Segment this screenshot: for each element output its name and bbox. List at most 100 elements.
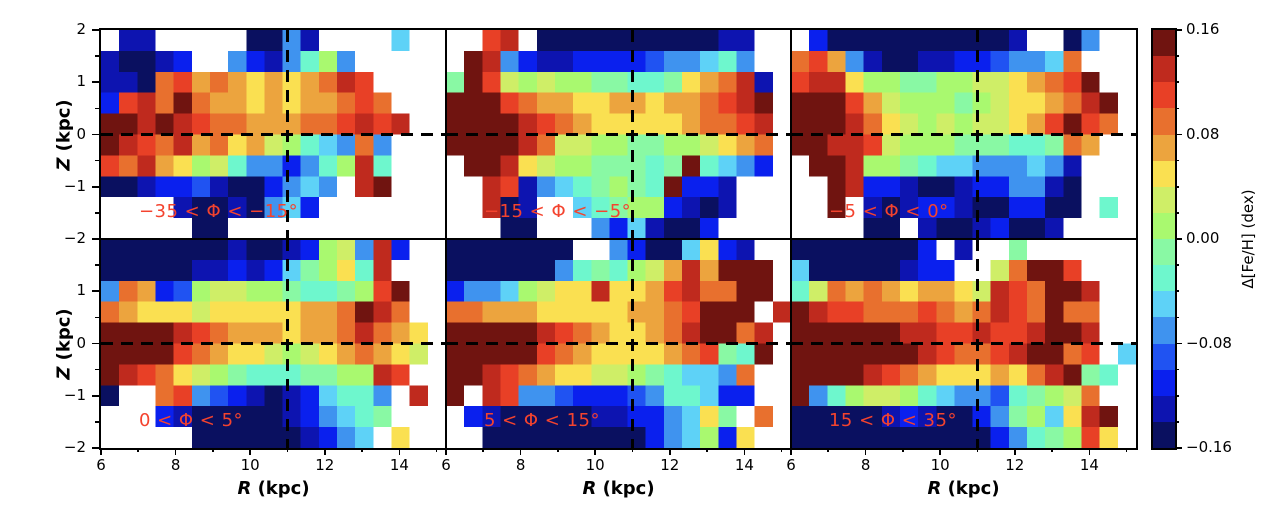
x-tick-label: 10	[930, 456, 950, 474]
colorbar-band	[1153, 239, 1175, 266]
panel-phi-label: −35 < Φ < −15°	[138, 201, 299, 222]
reference-line-horizontal	[791, 132, 1136, 137]
x-tick-label: 6	[441, 456, 451, 474]
y-tick-minor	[95, 264, 99, 266]
panel-phi-label: 15 < Φ < 35°	[828, 410, 957, 431]
colorbar-tick-minor	[1175, 421, 1179, 423]
x-tick-label: 10	[240, 456, 260, 474]
x-tick-minor	[212, 448, 214, 452]
colorbar-tick-minor	[1175, 290, 1179, 293]
x-tick-label: 6	[786, 456, 796, 474]
panel-phi-label: −5 < Φ < 0°	[828, 201, 949, 222]
x-tick-major	[174, 448, 177, 455]
colorbar-tick-major	[1175, 133, 1182, 136]
x-tick-label: 10	[585, 456, 605, 474]
colorbar-band	[1153, 30, 1175, 57]
reference-line-horizontal	[446, 341, 791, 346]
y-tick-label: −2	[63, 438, 86, 456]
y-tick-minor	[95, 159, 99, 162]
x-tick-minor	[706, 448, 708, 452]
x-tick-label: 12	[1005, 456, 1025, 474]
x-tick-minor	[557, 448, 559, 452]
y-axis-title-symbol: Z	[53, 157, 75, 171]
y-tick-minor	[95, 421, 99, 423]
x-tick-minor	[482, 448, 485, 452]
x-axis-title-symbol: R	[927, 478, 942, 499]
colorbar-tick-minor	[1175, 316, 1179, 319]
x-tick-label: 8	[860, 456, 871, 474]
colorbar-tick-minor	[1175, 394, 1179, 397]
colorbar-band	[1153, 317, 1175, 344]
colorbar-tick-major	[1175, 447, 1182, 449]
colorbar-band	[1153, 421, 1175, 448]
x-tick-major	[1088, 448, 1091, 455]
y-tick-major	[92, 447, 99, 449]
y-tick-label: −2	[63, 229, 86, 247]
colorbar-tick-minor	[1175, 212, 1179, 214]
x-axis-title: R (kpc)	[237, 478, 310, 499]
y-tick-label: −1	[63, 385, 86, 404]
y-tick-major	[92, 342, 99, 345]
y-tick-label: 1	[76, 281, 86, 300]
reference-line-horizontal	[446, 132, 791, 137]
y-tick-major	[92, 238, 99, 240]
y-tick-minor	[95, 212, 99, 214]
colorbar-tick-label: 0.16	[1186, 20, 1220, 38]
colorbar-band	[1153, 56, 1175, 83]
y-axis-title: Z (kpc)	[53, 307, 75, 380]
x-tick-label: 14	[1079, 456, 1099, 474]
colorbar	[1153, 30, 1175, 448]
panel-phi-label: 0 < Φ < 5°	[138, 410, 244, 431]
x-tick-minor	[902, 448, 904, 452]
colorbar-band	[1153, 265, 1175, 292]
colorbar-tick-minor	[1175, 81, 1179, 84]
x-tick-major	[1013, 448, 1016, 455]
x-tick-minor	[827, 448, 830, 452]
x-axis-title-symbol: R	[582, 478, 597, 499]
colorbar-tick-minor	[1175, 185, 1179, 188]
y-tick-minor	[95, 368, 99, 371]
x-tick-minor	[1051, 448, 1053, 452]
y-tick-major	[92, 290, 99, 293]
x-tick-major	[519, 448, 522, 455]
x-tick-major	[594, 448, 596, 455]
x-tick-major	[100, 448, 102, 455]
x-tick-major	[445, 448, 447, 455]
colorbar-band	[1153, 160, 1175, 187]
x-tick-minor	[286, 448, 289, 452]
colorbar-title: Δ[Fe/H] (dex)	[1239, 189, 1257, 289]
y-tick-major	[92, 29, 99, 31]
x-tick-major	[323, 448, 326, 455]
x-tick-major	[249, 448, 251, 455]
y-tick-minor	[95, 316, 99, 319]
x-tick-major	[398, 448, 401, 455]
colorbar-tick-minor	[1175, 368, 1179, 371]
x-tick-label: 12	[315, 456, 335, 474]
colorbar-band	[1153, 108, 1175, 135]
colorbar-tick-major	[1175, 29, 1182, 31]
x-tick-major	[790, 448, 792, 455]
x-tick-label: 14	[389, 456, 409, 474]
x-tick-minor	[137, 448, 140, 452]
x-tick-label: 8	[515, 456, 526, 474]
reference-line-horizontal	[101, 341, 446, 346]
y-tick-major	[92, 81, 99, 84]
colorbar-tick-label: −0.16	[1186, 438, 1232, 456]
colorbar-band	[1153, 395, 1175, 422]
y-tick-minor	[95, 107, 99, 110]
colorbar-band	[1153, 212, 1175, 239]
x-axis-title: R (kpc)	[927, 478, 1000, 499]
colorbar-tick-major	[1175, 342, 1182, 345]
x-tick-minor	[780, 448, 783, 452]
colorbar-tick-minor	[1175, 107, 1179, 110]
x-tick-label: 12	[660, 456, 680, 474]
x-tick-major	[743, 448, 746, 455]
y-tick-label: −1	[63, 176, 86, 195]
x-tick-label: 14	[734, 456, 754, 474]
y-tick-label: 0	[76, 333, 86, 352]
y-tick-major	[92, 394, 99, 397]
colorbar-band	[1153, 343, 1175, 370]
x-tick-minor	[1125, 448, 1128, 452]
y-tick-minor	[95, 55, 99, 57]
